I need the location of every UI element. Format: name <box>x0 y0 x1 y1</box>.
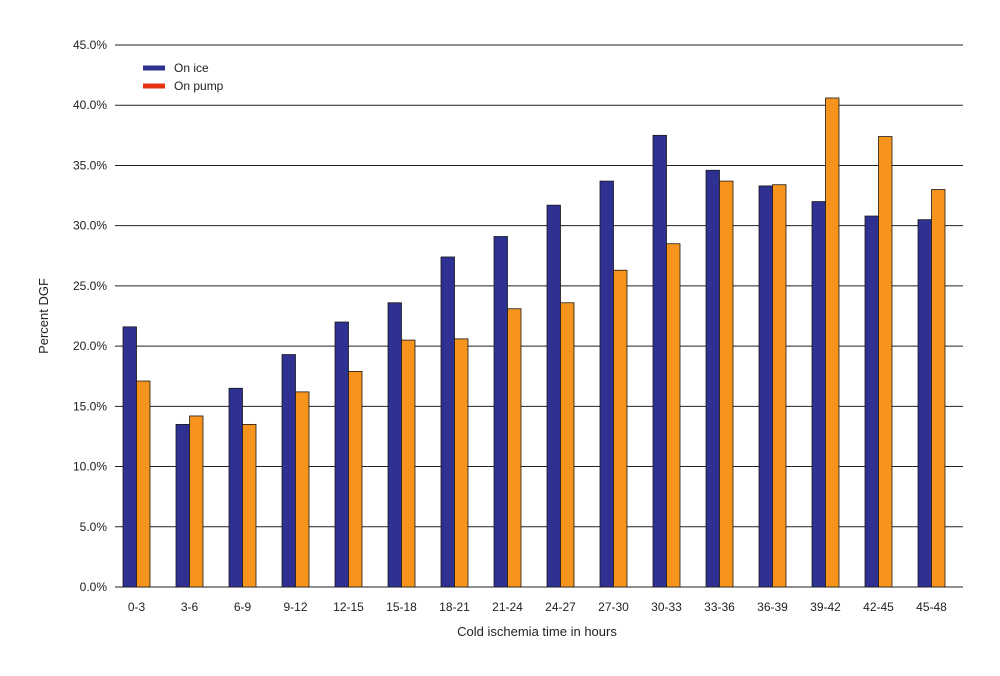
x-tick-label: 18-21 <box>439 600 470 614</box>
bar-on-pump <box>454 338 469 588</box>
x-tick-label: 36-39 <box>757 600 788 614</box>
y-axis-title: Percent DGF <box>36 278 51 354</box>
bar-on-ice <box>705 169 720 588</box>
bar-on-pump <box>613 269 628 588</box>
bar-on-pump <box>401 339 416 588</box>
y-tick-label: 25.0% <box>73 279 107 293</box>
bar-on-ice <box>652 134 667 588</box>
y-tick-label: 5.0% <box>80 520 108 534</box>
bar-on-pump <box>772 184 787 588</box>
y-tick-label: 0.0% <box>80 580 108 594</box>
x-tick-label: 0-3 <box>128 600 146 614</box>
bar-on-ice <box>387 302 402 588</box>
bar-on-ice <box>864 215 879 588</box>
bars <box>122 97 946 588</box>
bar-on-ice <box>281 354 296 588</box>
x-tick-label: 24-27 <box>545 600 576 614</box>
y-tick-label: 15.0% <box>73 399 107 413</box>
x-tick-label: 30-33 <box>651 600 682 614</box>
legend: On ice On pump <box>143 61 224 93</box>
bar-on-pump <box>931 189 946 588</box>
y-tick-label: 35.0% <box>73 158 107 172</box>
x-tick-label: 45-48 <box>916 600 947 614</box>
bar-on-ice <box>599 180 614 588</box>
x-tick-label: 9-12 <box>283 600 307 614</box>
x-tick-label: 6-9 <box>234 600 252 614</box>
bar-on-ice <box>334 321 349 588</box>
bar-on-ice <box>917 219 932 588</box>
bar-on-ice <box>546 204 561 588</box>
y-tick-label: 20.0% <box>73 339 107 353</box>
x-tick-label: 3-6 <box>181 600 199 614</box>
bar-on-pump <box>348 371 363 588</box>
x-tick-label: 42-45 <box>863 600 894 614</box>
y-axis-ticks: 0.0% 5.0% 10.0% 15.0% 20.0% 25.0% 30.0% 35.0% 40… <box>73 38 107 594</box>
bar-on-pump <box>242 423 257 588</box>
x-tick-label: 21-24 <box>492 600 523 614</box>
bar-on-ice <box>122 326 137 588</box>
legend-swatch <box>143 65 165 71</box>
bar-on-pump <box>666 243 681 588</box>
bar-on-pump <box>878 136 893 588</box>
bar-on-ice <box>758 185 773 588</box>
y-tick-label: 10.0% <box>73 460 107 474</box>
legend-label: On ice <box>174 61 209 75</box>
x-axis-title: Cold ischemia time in hours <box>457 624 617 639</box>
bar-on-pump <box>560 302 575 588</box>
bar-on-ice <box>811 201 826 588</box>
legend-swatch <box>143 83 165 89</box>
legend-label: On pump <box>174 79 224 93</box>
bar-on-pump <box>719 180 734 588</box>
x-tick-label: 39-42 <box>810 600 841 614</box>
y-tick-label: 30.0% <box>73 219 107 233</box>
y-tick-label: 45.0% <box>73 38 107 52</box>
bar-on-pump <box>507 308 522 588</box>
bar-on-pump <box>295 391 310 588</box>
bar-on-ice <box>175 423 190 588</box>
bar-on-pump <box>189 415 204 588</box>
bar-on-ice <box>228 387 243 588</box>
x-tick-label: 27-30 <box>598 600 629 614</box>
bar-on-pump <box>825 97 840 588</box>
y-tick-label: 40.0% <box>73 98 107 112</box>
x-tick-label: 15-18 <box>386 600 417 614</box>
x-tick-label: 12-15 <box>333 600 364 614</box>
bar-on-ice <box>493 236 508 588</box>
x-tick-label: 33-36 <box>704 600 735 614</box>
bar-on-ice <box>440 256 455 588</box>
bar-on-pump <box>136 380 151 588</box>
x-axis-ticks: 0-3 3-6 6-9 9-12 12-15 15-18 18-21 21-24 24-27 27… <box>128 600 947 614</box>
